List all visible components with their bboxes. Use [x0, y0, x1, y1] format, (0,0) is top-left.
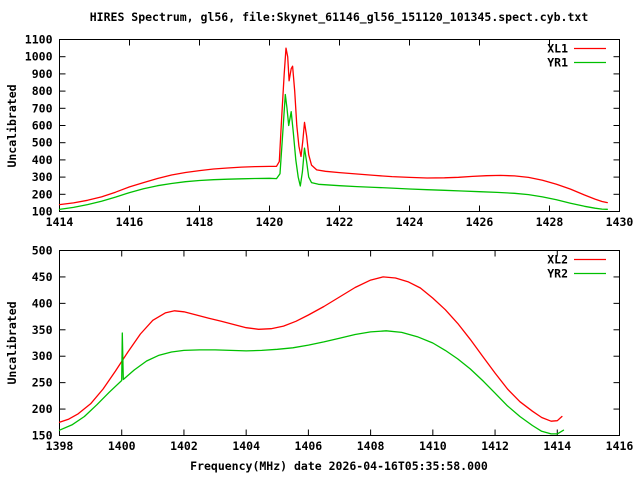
y-tick-label: 400: [32, 296, 53, 310]
legend-label-yr1: YR1: [547, 56, 568, 70]
y-tick-label: 100: [32, 205, 53, 219]
x-tick-label: 1412: [481, 439, 509, 453]
panels-group: 1414 1416 1418 1420 1422 1424 1426 1428 1430 100 2…: [25, 33, 634, 454]
y-tick-label: 400: [32, 153, 53, 167]
series-line-yr2: [58, 330, 565, 435]
y-axis-label-top: Uncalibrated: [5, 84, 19, 167]
x-tick-label: 1426: [466, 215, 494, 229]
y-tick-label: 250: [32, 376, 53, 390]
x-tick-label: 1416: [606, 439, 634, 453]
x-tick-label: 1428: [536, 215, 564, 229]
y-tick-label: 1100: [25, 33, 53, 47]
series-line-xl1: [58, 47, 608, 206]
y-tick-label: 700: [32, 101, 53, 115]
x-tick-label: 1414: [46, 215, 74, 229]
y-tick-label: 150: [32, 429, 53, 443]
y-tick-label: 800: [32, 84, 53, 98]
x-tick-label: 1400: [108, 439, 136, 453]
x-tick-label: 1422: [326, 215, 354, 229]
x-tick-label: 1398: [46, 439, 74, 453]
legend-label-xl2: XL2: [547, 253, 568, 267]
y-tick-label: 200: [32, 402, 53, 416]
x-tick-label: 1404: [232, 439, 260, 453]
legend-label-yr2: YR2: [547, 267, 568, 281]
y-tick-label: 900: [32, 67, 53, 81]
panel-top: 1414 1416 1418 1420 1422 1424 1426 1428 1430 100 2…: [25, 33, 634, 230]
y-tick-label: 200: [32, 187, 53, 201]
series-line-yr1: [58, 93, 608, 211]
x-tick-label: 1410: [419, 439, 447, 453]
panel-bottom: 1398 1400 1402 1404 1406 1408 1410 1412 1414 1416…: [32, 244, 634, 454]
y-tick-label: 300: [32, 170, 53, 184]
x-tick-label: 1416: [116, 215, 144, 229]
y-tick-label: 500: [32, 244, 53, 258]
y-tick-label: 350: [32, 323, 53, 337]
y-tick-label: 500: [32, 136, 53, 150]
x-tick-label: 1402: [170, 439, 198, 453]
x-tick-label: 1424: [396, 215, 424, 229]
plot-border: [59, 250, 620, 436]
x-tick-label: 1414: [543, 439, 571, 453]
x-tick-label: 1406: [295, 439, 323, 453]
x-axis-label: Frequency(MHz) date 2026-04-16T05:35:58.…: [190, 459, 488, 473]
x-tick-label: 1420: [256, 215, 284, 229]
y-tick-label: 600: [32, 119, 53, 133]
x-tick-label: 1408: [357, 439, 385, 453]
x-tick-label: 1430: [606, 215, 634, 229]
plot-title: HIRES Spectrum, gl56, file:Skynet_61146_…: [90, 10, 589, 25]
y-tick-label: 1000: [25, 50, 53, 64]
legend-label-xl1: XL1: [547, 42, 568, 56]
x-tick-label: 1418: [186, 215, 214, 229]
y-axis-label-bottom: Uncalibrated: [5, 301, 19, 384]
y-tick-label: 450: [32, 270, 53, 284]
series-line-xl2: [58, 276, 563, 423]
y-tick-label: 300: [32, 349, 53, 363]
